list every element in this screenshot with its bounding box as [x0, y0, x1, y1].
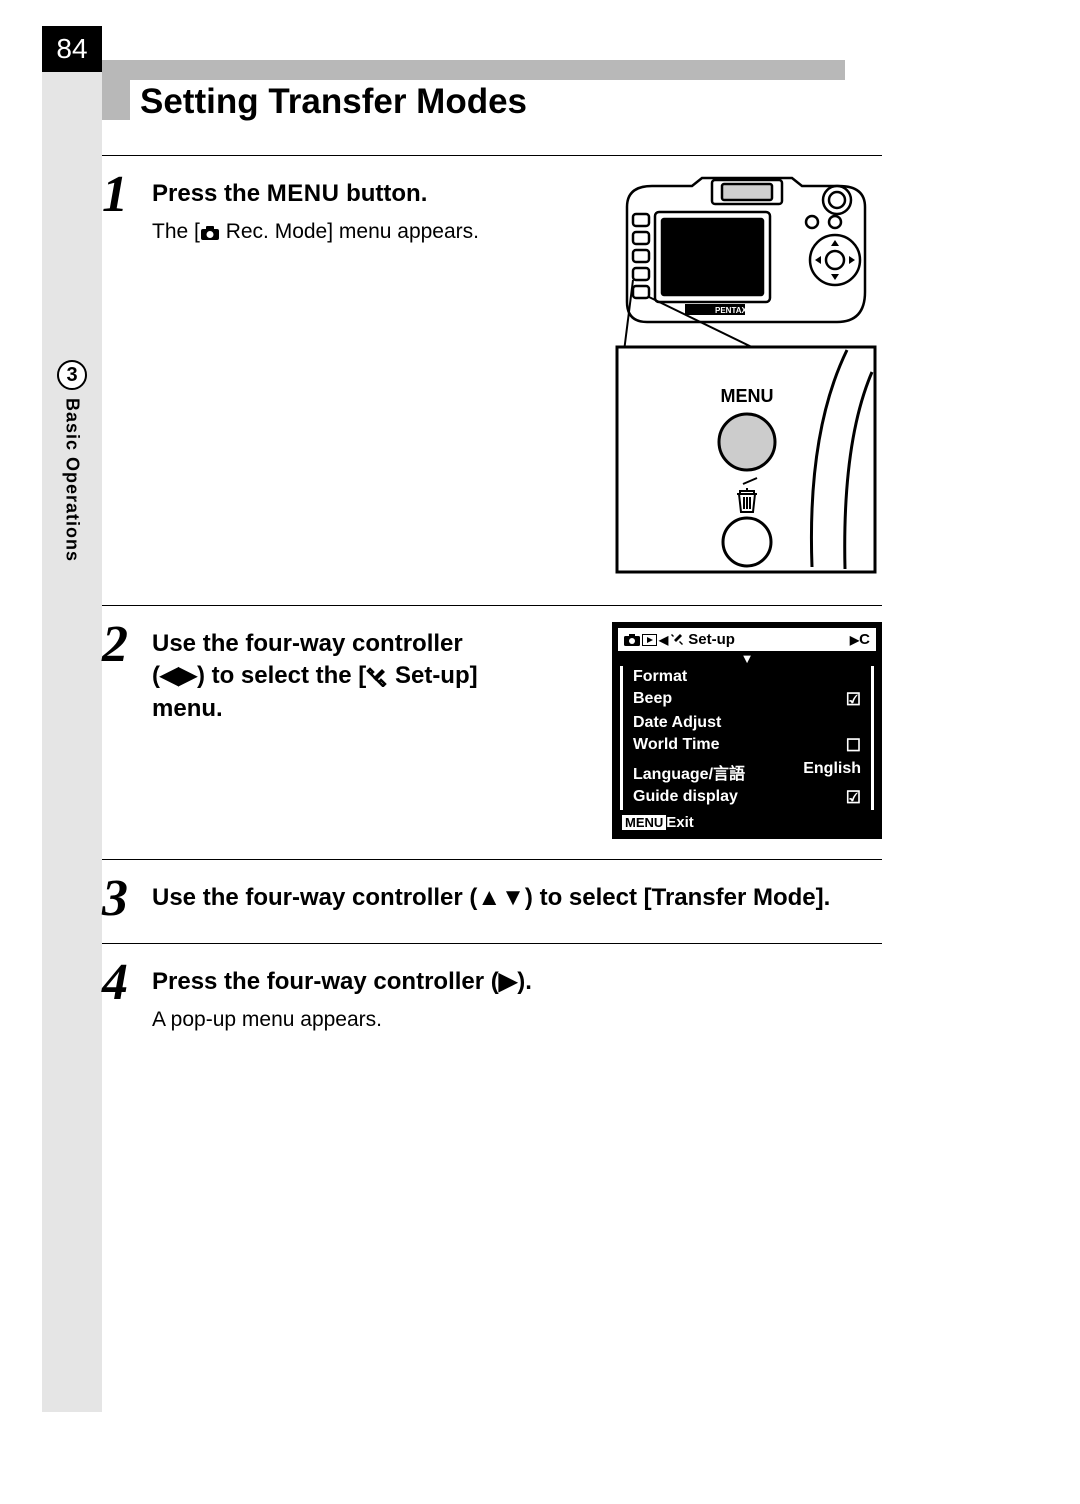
menu-item-date-adjust: Date Adjust: [623, 712, 871, 734]
page-title: Setting Transfer Modes: [140, 82, 527, 122]
step-4-desc: A pop-up menu appears.: [152, 1008, 882, 1032]
value: English: [803, 760, 861, 784]
step-3-heading: Use the four-way controller (▲▼) to sele…: [152, 882, 882, 914]
step-1: 1 Press the MENU button. The [ Rec. Mode…: [102, 155, 882, 585]
step-2-heading: Use the four-way controller (◀▶) to sele…: [152, 628, 592, 725]
left-arrow-icon: ◀: [160, 662, 178, 689]
step-2: 2 Use the four-way controller (◀▶) to se…: [102, 605, 882, 839]
up-arrow-icon: ▲: [477, 884, 501, 911]
camera-illustration: PENTAX MENU: [607, 172, 882, 585]
label: Beep: [633, 690, 672, 710]
section-number: 3: [57, 360, 87, 390]
playback-icon: [642, 634, 657, 646]
checkbox-checked-icon: ☑: [846, 690, 861, 710]
tools-icon: [670, 633, 684, 646]
step-number: 2: [102, 622, 152, 839]
setup-corner: C: [859, 631, 870, 648]
title-bar: [102, 60, 845, 80]
section-label: Basic Operations: [62, 398, 83, 562]
label: World Time: [633, 736, 720, 756]
down-arrow-icon: ▼: [618, 651, 876, 666]
step-body: Press the four-way controller (▶). A pop…: [152, 960, 882, 1032]
step-number: 4: [102, 960, 152, 1032]
step-body: Use the four-way controller (◀▶) to sele…: [152, 622, 592, 839]
tools-icon: [366, 667, 388, 687]
text: Set-up]: [388, 662, 477, 689]
setup-menu-screenshot: ◀ Set-up ▶C ▼ Format Beep ☑ Date Adjust W…: [612, 622, 882, 839]
step-body: Use the four-way controller (▲▼) to sele…: [152, 876, 882, 923]
text: ).: [517, 968, 532, 995]
setup-title: Set-up: [688, 631, 735, 648]
page-number: 84: [42, 26, 102, 72]
text: ) to select the [: [197, 662, 366, 689]
text: ) to select [Transfer Mode].: [525, 884, 830, 911]
step-number: 3: [102, 876, 152, 923]
label: Guide display: [633, 788, 738, 808]
content-area: 1 Press the MENU button. The [ Rec. Mode…: [102, 155, 882, 1052]
text: Press the four-way controller (: [152, 968, 499, 995]
menu-item-beep: Beep ☑: [623, 688, 871, 712]
checkbox-empty-icon: ☐: [846, 736, 861, 756]
right-caret-icon: ▶: [850, 633, 859, 647]
text: Use the four-way controller: [152, 630, 463, 657]
text: (: [152, 662, 160, 689]
setup-header: ◀ Set-up ▶C: [618, 628, 876, 651]
menu-word: MENU: [267, 180, 340, 207]
down-arrow-icon: ▼: [501, 884, 525, 911]
exit-label: Exit: [666, 814, 694, 831]
section-tab: 3 Basic Operations: [42, 360, 102, 562]
label: Format: [633, 668, 687, 686]
step-4-heading: Press the four-way controller (▶).: [152, 966, 882, 998]
menu-item-format: Format: [623, 666, 871, 688]
sidebar-strip: [42, 72, 102, 1412]
setup-menu-items: Format Beep ☑ Date Adjust World Time ☐ Lan…: [620, 666, 874, 810]
step-body: Press the MENU button. The [ Rec. Mode] …: [152, 172, 587, 585]
right-arrow-icon: ▶: [178, 662, 196, 689]
step-3: 3 Use the four-way controller (▲▼) to se…: [102, 859, 882, 923]
menu-item-world-time: World Time ☐: [623, 734, 871, 758]
menu-item-guide-display: Guide display ☑: [623, 786, 871, 810]
label: Language/言語: [633, 760, 745, 784]
menu-badge: MENU: [622, 815, 666, 830]
text: button.: [339, 180, 427, 207]
step-number: 1: [102, 172, 152, 585]
text: Press the: [152, 180, 267, 207]
checkbox-checked-icon: ☑: [846, 788, 861, 808]
right-arrow-icon: ▶: [499, 968, 517, 995]
step-1-desc: The [ Rec. Mode] menu appears.: [152, 220, 587, 244]
left-caret-icon: ◀: [659, 633, 668, 647]
camera-icon: [624, 634, 640, 646]
camera-icon: [200, 225, 220, 241]
text: Use the four-way controller (: [152, 884, 477, 911]
title-accent: [102, 60, 130, 120]
brand-label: PENTAX: [715, 306, 748, 315]
step-1-heading: Press the MENU button.: [152, 178, 587, 210]
menu-item-language: Language/言語 English: [623, 758, 871, 786]
text: menu.: [152, 695, 223, 722]
text: Rec. Mode] menu appears.: [220, 220, 479, 243]
setup-footer: MENUExit: [618, 810, 876, 833]
step-4: 4 Press the four-way controller (▶). A p…: [102, 943, 882, 1032]
text: The [: [152, 220, 200, 243]
menu-button-label: MENU: [721, 386, 774, 406]
label: Date Adjust: [633, 714, 721, 732]
